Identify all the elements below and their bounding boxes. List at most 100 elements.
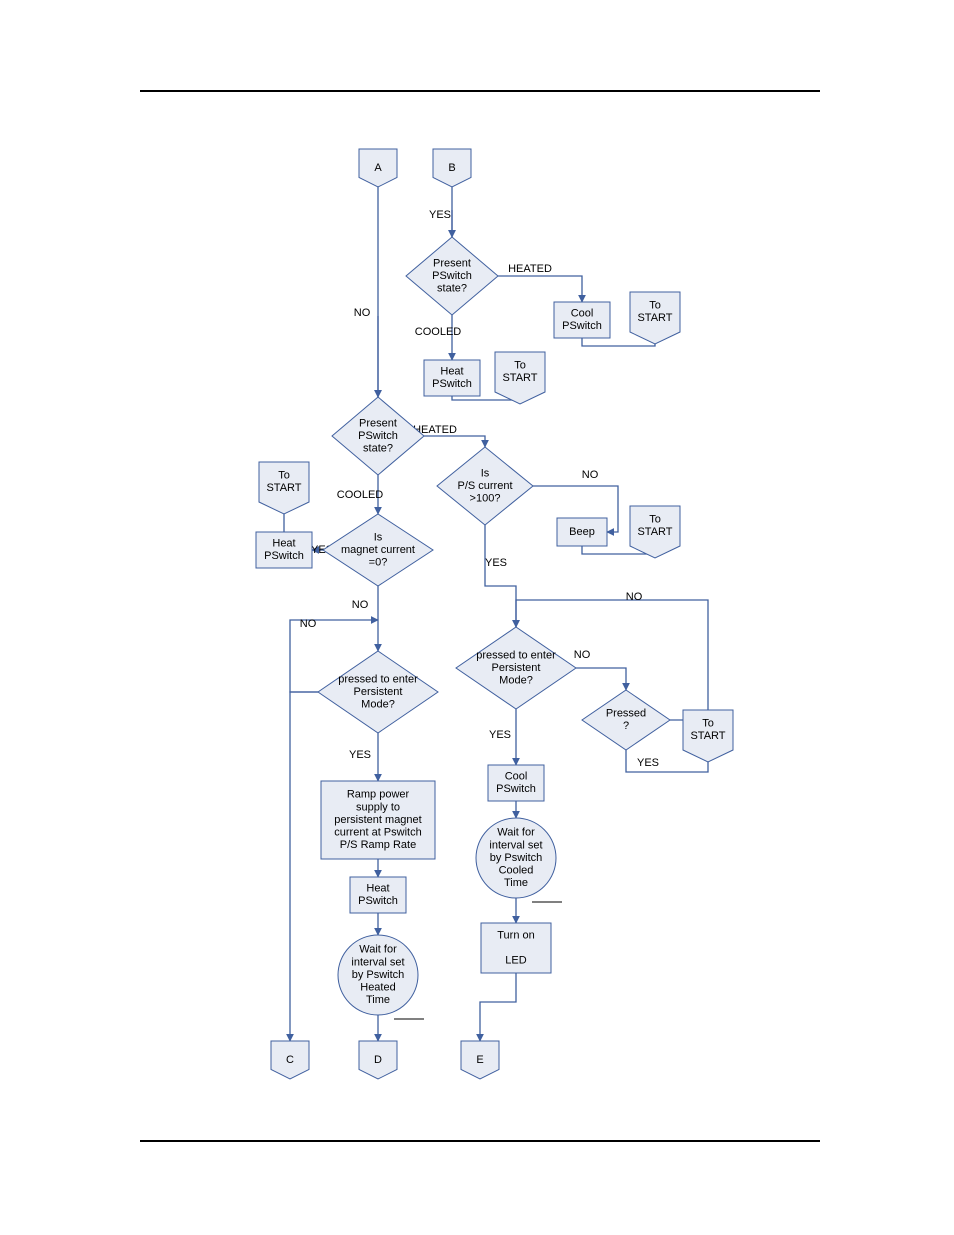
svg-text:interval set: interval set <box>489 839 542 851</box>
svg-text:PSwitch: PSwitch <box>264 550 304 562</box>
svg-text:P/S current: P/S current <box>457 480 512 492</box>
svg-text:Is: Is <box>481 467 490 479</box>
svg-text:Heat: Heat <box>366 883 389 895</box>
svg-text:pressed to enter: pressed to enter <box>338 673 418 685</box>
svg-text:pressed to enter: pressed to enter <box>476 649 556 661</box>
svg-text:Mode?: Mode? <box>499 675 533 687</box>
svg-text:Present: Present <box>359 417 397 429</box>
svg-text:Turn on: Turn on <box>497 929 535 941</box>
flowchart: YESHEATEDCOOLEDNOHEATEDCOOLEDNOYESYESNON… <box>230 140 750 1100</box>
svg-text:Present: Present <box>433 257 471 269</box>
node-E: E <box>461 1041 499 1079</box>
node-t_start4: ToSTART <box>259 462 309 514</box>
node-d_pressR: pressed to enterPersistentMode? <box>456 627 576 709</box>
rule-bottom <box>140 1140 820 1142</box>
edge <box>576 668 626 690</box>
node-d_mag0: Ismagnet current=0? <box>323 514 433 586</box>
node-D: D <box>359 1041 397 1079</box>
rule-top <box>140 90 820 92</box>
svg-text:Is: Is <box>374 531 383 543</box>
svg-text:To: To <box>278 470 290 482</box>
svg-text:Cool: Cool <box>505 771 528 783</box>
edge-label: YES <box>637 757 659 769</box>
svg-text:Time: Time <box>504 877 528 889</box>
edge-label: NO <box>574 649 591 661</box>
svg-text:LED: LED <box>505 955 526 967</box>
node-c_waitH: Wait forinterval setby PswitchHeatedTime <box>338 935 424 1019</box>
svg-text:Mode?: Mode? <box>361 699 395 711</box>
svg-text:A: A <box>374 162 382 174</box>
svg-text:Cool: Cool <box>571 308 594 320</box>
edge <box>424 436 485 447</box>
node-p_led: Turn on LED <box>481 923 551 973</box>
svg-text:D: D <box>374 1054 382 1066</box>
node-d_press2: Pressed? <box>582 690 670 750</box>
svg-text:Persistent: Persistent <box>354 686 403 698</box>
svg-text:START: START <box>690 730 725 742</box>
svg-text:Pressed: Pressed <box>606 708 646 720</box>
svg-text:PSwitch: PSwitch <box>562 320 602 332</box>
node-C: C <box>271 1041 309 1079</box>
svg-text:interval set: interval set <box>351 956 404 968</box>
svg-text:state?: state? <box>363 443 393 455</box>
svg-text:To: To <box>649 514 661 526</box>
node-d_pswB: PresentPSwitchstate? <box>406 237 498 315</box>
svg-text:magnet current: magnet current <box>341 544 415 556</box>
edge-label: YES <box>489 729 511 741</box>
svg-text:Heated: Heated <box>360 982 395 994</box>
node-t_start1: ToSTART <box>630 292 680 344</box>
node-d_ps100: IsP/S current>100? <box>437 447 533 525</box>
edge-label: COOLED <box>415 326 462 338</box>
svg-text:To: To <box>649 300 661 312</box>
svg-text:PSwitch: PSwitch <box>432 378 472 390</box>
edge-label: NO <box>582 469 599 481</box>
edge-label: NO <box>300 618 317 630</box>
svg-text:Time: Time <box>366 994 390 1006</box>
svg-text:START: START <box>637 312 672 324</box>
svg-text:by Pswitch: by Pswitch <box>490 852 543 864</box>
node-p_cool2: CoolPSwitch <box>488 765 544 801</box>
svg-text:Wait for: Wait for <box>359 944 397 956</box>
svg-text:Heat: Heat <box>272 538 295 550</box>
svg-text:persistent magnet: persistent magnet <box>334 814 421 826</box>
edge <box>485 525 516 627</box>
node-p_heat2: HeatPSwitch <box>350 877 406 913</box>
node-d_pressL: pressed to enterPersistentMode? <box>318 651 438 733</box>
svg-text:?: ? <box>623 720 629 732</box>
svg-text:Wait for: Wait for <box>497 827 535 839</box>
edge-label: NO <box>626 591 643 603</box>
node-t_start3: ToSTART <box>630 506 680 558</box>
svg-text:=0?: =0? <box>369 557 388 569</box>
svg-text:by Pswitch: by Pswitch <box>352 969 405 981</box>
svg-text:state?: state? <box>437 283 467 295</box>
edge <box>498 276 582 302</box>
node-A: A <box>359 149 397 187</box>
svg-text:supply to: supply to <box>356 801 400 813</box>
svg-text:To: To <box>702 718 714 730</box>
edge-label: COOLED <box>337 489 384 501</box>
node-p_beep: Beep <box>557 518 607 546</box>
svg-text:PSwitch: PSwitch <box>432 270 472 282</box>
svg-text:P/S Ramp Rate: P/S Ramp Rate <box>340 839 416 851</box>
edge-label: NO <box>354 307 371 319</box>
edge-label: YES <box>349 749 371 761</box>
svg-text:current at Pswitch: current at Pswitch <box>334 827 421 839</box>
edge-label: NO <box>352 599 369 611</box>
svg-text:PSwitch: PSwitch <box>496 783 536 795</box>
svg-text:Persistent: Persistent <box>492 662 541 674</box>
node-p_heatL: HeatPSwitch <box>256 532 312 568</box>
node-p_heatB: HeatPSwitch <box>424 360 480 396</box>
svg-text:Beep: Beep <box>569 526 595 538</box>
node-p_ramp: Ramp powersupply topersistent magnetcurr… <box>321 781 435 859</box>
node-d_pswA: PresentPSwitchstate? <box>332 397 424 475</box>
node-c_waitC: Wait forinterval setby PswitchCooledTime <box>476 818 562 902</box>
svg-text:Cooled: Cooled <box>499 865 534 877</box>
node-t_start5: ToSTART <box>683 710 733 762</box>
edge-label: YES <box>485 557 507 569</box>
edge <box>290 692 318 1041</box>
svg-text:START: START <box>637 526 672 538</box>
svg-text:B: B <box>448 162 455 174</box>
edge <box>480 973 516 1041</box>
svg-text:Ramp power: Ramp power <box>347 789 410 801</box>
svg-text:START: START <box>502 372 537 384</box>
